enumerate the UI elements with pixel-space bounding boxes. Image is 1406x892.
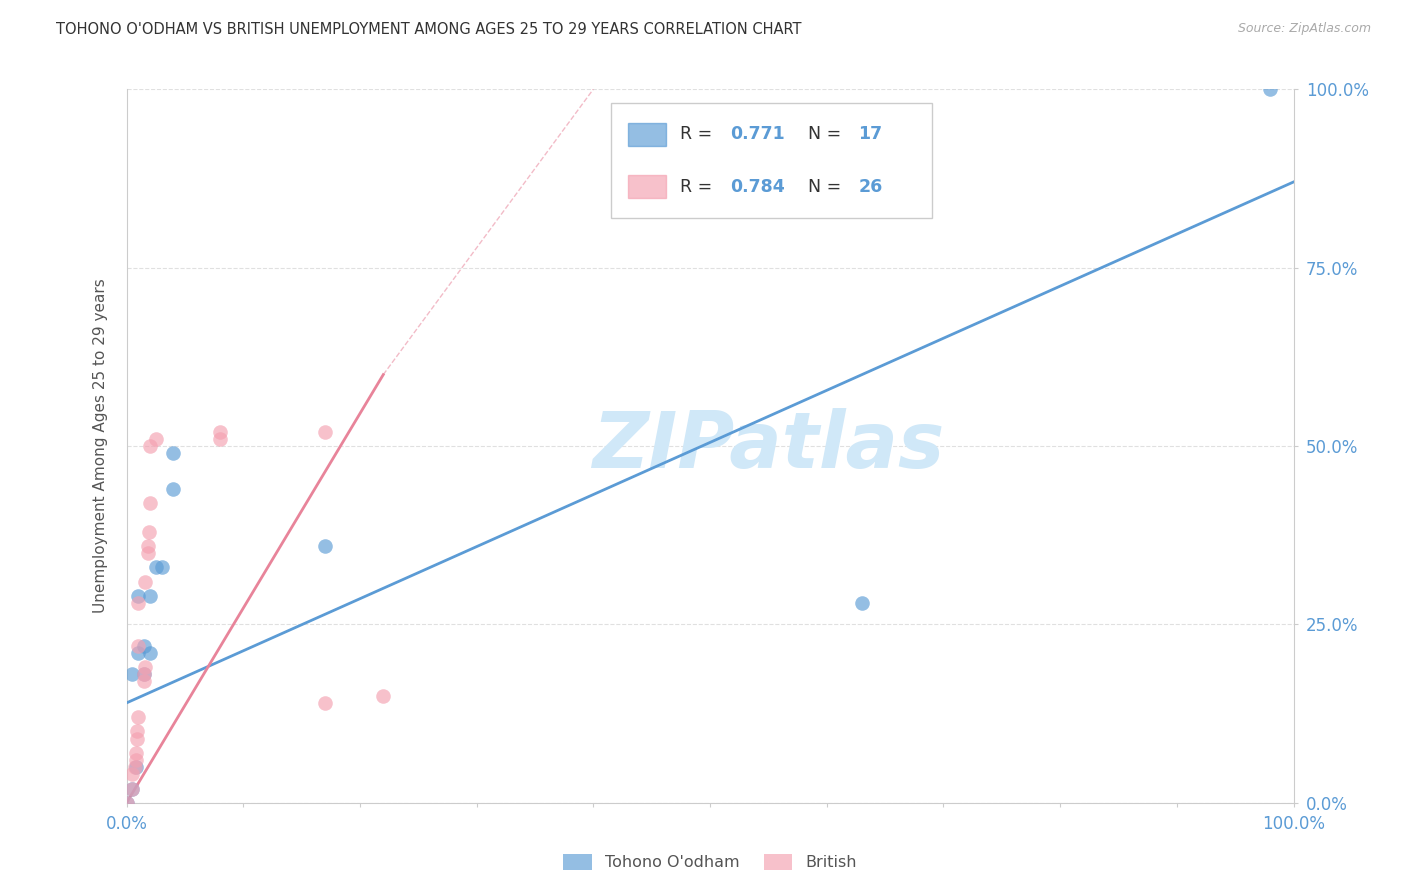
Point [139,439,162,453]
FancyBboxPatch shape [610,103,932,218]
Text: Source: ZipAtlas.com: Source: ZipAtlas.com [1237,22,1371,36]
Point [136,539,159,553]
Point [115,796,138,810]
Point [124,760,146,774]
Point [139,589,162,603]
Text: 0.771: 0.771 [730,125,785,144]
Point [127,710,149,724]
Point [132,674,155,689]
Text: ZIPatlas: ZIPatlas [592,408,945,484]
Point [127,639,149,653]
Point [125,760,148,774]
Point [145,432,167,446]
Point [314,425,336,439]
Point [162,446,184,460]
Point [1258,82,1281,96]
Point [127,589,149,603]
Point [851,596,873,610]
Point [125,746,148,760]
Point [136,546,159,560]
Point [121,781,143,796]
Text: TOHONO O'ODHAM VS BRITISH UNEMPLOYMENT AMONG AGES 25 TO 29 YEARS CORRELATION CHA: TOHONO O'ODHAM VS BRITISH UNEMPLOYMENT A… [56,22,801,37]
Text: 26: 26 [858,178,883,196]
Point [132,639,155,653]
Point [208,425,231,439]
Point [150,560,173,574]
Point [121,667,143,681]
Text: R =: R = [679,178,717,196]
Point [139,496,162,510]
Point [132,667,155,681]
FancyBboxPatch shape [628,176,665,198]
FancyBboxPatch shape [628,123,665,145]
Point [115,796,138,810]
Point [132,667,155,681]
Point [125,753,148,767]
Point [138,524,160,539]
Point [314,539,336,553]
Text: 0.784: 0.784 [730,178,785,196]
Point [145,560,167,574]
Text: N =: N = [808,125,846,144]
Point [139,646,162,660]
Point [121,767,143,781]
Y-axis label: Unemployment Among Ages 25 to 29 years: Unemployment Among Ages 25 to 29 years [93,278,108,614]
Text: 17: 17 [858,125,883,144]
Point [314,696,336,710]
Text: N =: N = [808,178,846,196]
Legend: Tohono O'odham, British: Tohono O'odham, British [557,847,863,877]
Point [134,574,156,589]
Point [127,646,149,660]
Point [125,731,148,746]
Point [134,660,156,674]
Point [373,689,395,703]
Point [127,596,149,610]
Point [121,781,143,796]
Point [162,482,184,496]
Point [208,432,231,446]
Text: R =: R = [679,125,717,144]
Point [125,724,148,739]
